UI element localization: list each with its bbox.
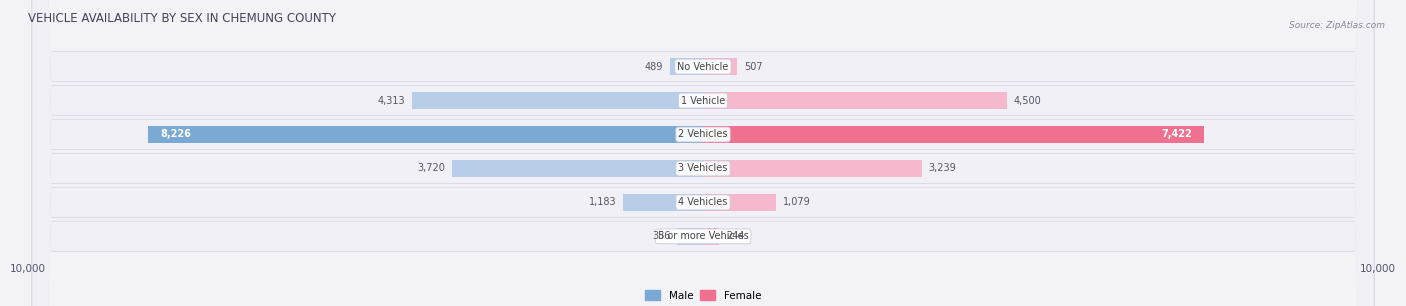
Bar [703, 228, 720, 245]
FancyBboxPatch shape [31, 0, 1375, 306]
FancyBboxPatch shape [31, 0, 1375, 306]
Text: 386: 386 [652, 231, 671, 241]
Text: 7,422: 7,422 [1161, 129, 1192, 140]
FancyBboxPatch shape [31, 0, 1375, 306]
Text: 8,226: 8,226 [160, 129, 191, 140]
Text: 244: 244 [727, 231, 745, 241]
FancyBboxPatch shape [32, 0, 1374, 306]
Bar [671, 58, 703, 76]
FancyBboxPatch shape [32, 0, 1374, 306]
Bar [703, 160, 921, 177]
Text: VEHICLE AVAILABILITY BY SEX IN CHEMUNG COUNTY: VEHICLE AVAILABILITY BY SEX IN CHEMUNG C… [28, 13, 336, 25]
FancyBboxPatch shape [31, 0, 1375, 306]
Bar [703, 58, 737, 76]
Bar [412, 92, 703, 109]
Text: 5 or more Vehicles: 5 or more Vehicles [658, 231, 748, 241]
FancyBboxPatch shape [31, 0, 1375, 306]
Bar [703, 92, 1007, 109]
FancyBboxPatch shape [32, 0, 1374, 306]
Bar [623, 194, 703, 211]
Text: Source: ZipAtlas.com: Source: ZipAtlas.com [1289, 21, 1385, 30]
Text: 1 Vehicle: 1 Vehicle [681, 95, 725, 106]
FancyBboxPatch shape [31, 0, 1375, 306]
Text: 4,313: 4,313 [378, 95, 405, 106]
Text: 1,079: 1,079 [783, 197, 810, 207]
Text: No Vehicle: No Vehicle [678, 62, 728, 72]
FancyBboxPatch shape [32, 0, 1374, 306]
Text: 3,239: 3,239 [928, 163, 956, 174]
Bar [703, 194, 776, 211]
FancyBboxPatch shape [32, 0, 1374, 306]
Text: 4 Vehicles: 4 Vehicles [678, 197, 728, 207]
Legend: Male, Female: Male, Female [643, 288, 763, 303]
Text: 3 Vehicles: 3 Vehicles [678, 163, 728, 174]
Text: 4,500: 4,500 [1014, 95, 1042, 106]
Bar [148, 126, 703, 143]
Bar [703, 126, 1204, 143]
Bar [676, 228, 703, 245]
Text: 1,183: 1,183 [589, 197, 616, 207]
Text: 2 Vehicles: 2 Vehicles [678, 129, 728, 140]
Text: 3,720: 3,720 [418, 163, 446, 174]
Bar [451, 160, 703, 177]
Text: 507: 507 [744, 62, 762, 72]
FancyBboxPatch shape [32, 0, 1374, 306]
Text: 489: 489 [645, 62, 664, 72]
